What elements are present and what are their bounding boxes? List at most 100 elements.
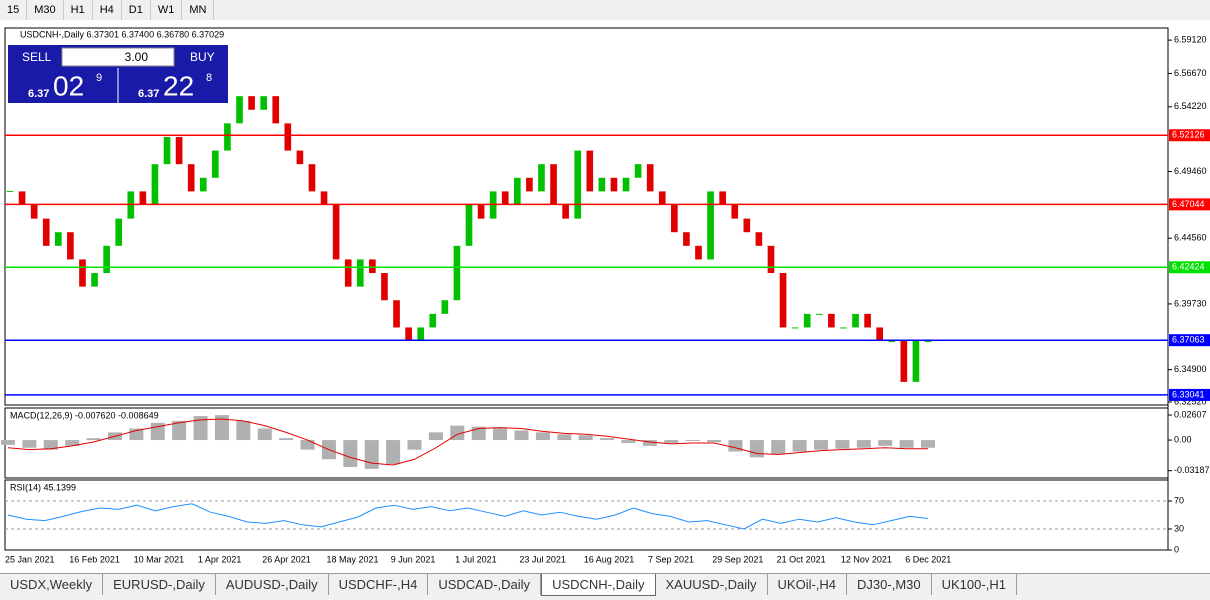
candle xyxy=(900,341,908,382)
level-label-box xyxy=(1169,334,1210,347)
candle xyxy=(501,191,509,206)
candle xyxy=(912,341,920,382)
chart-tab[interactable]: USDCHF-,H4 xyxy=(329,574,429,595)
candle xyxy=(417,327,425,342)
chart-tab[interactable]: UKOil-,H4 xyxy=(768,574,848,595)
candle xyxy=(54,232,62,246)
x-tick-label: 25 Jan 2021 xyxy=(5,554,55,564)
x-tick-label: 26 Apr 2021 xyxy=(262,554,311,564)
macd-bar xyxy=(514,430,529,441)
candle xyxy=(598,177,606,192)
candle xyxy=(695,245,702,260)
macd-bar xyxy=(65,440,80,446)
price-big: 02 xyxy=(53,70,84,101)
candle xyxy=(888,341,896,343)
candle xyxy=(441,300,449,314)
macd-bar xyxy=(707,440,722,442)
chart-tab[interactable]: EURUSD-,Daily xyxy=(103,574,216,595)
macd-bar xyxy=(129,428,144,441)
level-label: 6.37063 xyxy=(1172,335,1205,345)
candle xyxy=(477,205,485,219)
timeframe-button[interactable]: W1 xyxy=(151,0,183,20)
macd-bar xyxy=(300,440,315,450)
sell-button[interactable]: SELL xyxy=(22,50,52,64)
macd-bar xyxy=(343,440,358,467)
rsi-label: RSI(14) 45.1399 xyxy=(10,482,76,492)
macd-bar xyxy=(856,440,871,448)
candle xyxy=(465,205,473,246)
candle xyxy=(139,191,147,206)
candle xyxy=(405,327,412,342)
candle xyxy=(248,96,255,110)
candle xyxy=(755,232,763,246)
y-tick-label: 70 xyxy=(1174,495,1184,505)
macd-bar xyxy=(428,432,443,441)
macd-bar xyxy=(835,440,850,449)
candle xyxy=(30,205,38,219)
chart-tab[interactable]: DJ30-,M30 xyxy=(847,574,932,595)
candle xyxy=(767,245,775,274)
candle xyxy=(429,313,437,328)
macd-bar xyxy=(1,440,15,445)
timeframe-button[interactable]: MN xyxy=(182,0,215,20)
macd-bar xyxy=(364,440,379,469)
timeframe-button[interactable]: H1 xyxy=(64,0,93,20)
candle xyxy=(683,232,690,246)
candle xyxy=(852,313,859,328)
x-tick-label: 1 Jul 2021 xyxy=(455,554,497,564)
level-label-box xyxy=(1169,388,1210,401)
timeframe-button[interactable]: H4 xyxy=(93,0,122,20)
candle xyxy=(574,150,582,219)
y-tick-label: 6.56670 xyxy=(1174,68,1207,78)
candle xyxy=(610,177,618,192)
candle xyxy=(622,177,630,192)
macd-bar xyxy=(728,440,743,452)
candle xyxy=(236,96,243,124)
level-label: 6.33041 xyxy=(1172,389,1205,399)
timeframe-toolbar: 15 M30 H1 H4 D1 W1 MN xyxy=(0,0,215,20)
macd-bar xyxy=(193,416,208,441)
macd-bar xyxy=(921,440,935,448)
candle xyxy=(562,205,569,219)
chart-tab[interactable]: XAUUSD-,Daily xyxy=(656,574,768,595)
candle xyxy=(731,205,739,219)
candle xyxy=(344,259,352,287)
chart-tab[interactable]: AUDUSD-,Daily xyxy=(216,574,329,595)
timeframe-button[interactable]: 15 xyxy=(0,0,28,20)
x-tick-label: 16 Aug 2021 xyxy=(584,554,635,564)
macd-bar xyxy=(749,440,764,458)
price-big: 22 xyxy=(163,70,194,101)
y-tick-label: 6.59120 xyxy=(1174,34,1207,44)
chart-tabs: USDX,Weekly EURUSD-,Daily AUDUSD-,Daily USD… xyxy=(0,573,1210,596)
candle xyxy=(743,218,751,233)
y-tick-label: 6.39730 xyxy=(1174,298,1207,308)
candle xyxy=(284,123,292,151)
candle xyxy=(586,150,594,192)
candle xyxy=(332,205,340,260)
candle xyxy=(103,245,110,274)
x-tick-label: 7 Sep 2021 xyxy=(648,554,694,564)
trade-panel: SELL BUY 3.00 6.37 02 9 6.37 22 8 xyxy=(8,45,228,103)
candle xyxy=(212,150,219,178)
macd-bar xyxy=(771,440,786,455)
timeframe-button[interactable]: D1 xyxy=(122,0,151,20)
macd-bar xyxy=(86,438,101,441)
buy-button[interactable]: BUY xyxy=(190,50,215,64)
candle xyxy=(356,259,364,287)
chart-tab[interactable]: USDCAD-,Daily xyxy=(428,574,542,595)
timeframe-button[interactable]: M30 xyxy=(27,0,64,20)
x-tick-label: 9 Jun 2021 xyxy=(391,554,436,564)
y-tick-label: 6.54220 xyxy=(1174,101,1207,111)
macd-bar xyxy=(557,434,572,441)
x-tick-label: 6 Dec 2021 xyxy=(905,554,951,564)
level-label: 6.42424 xyxy=(1172,262,1205,272)
chart-tab[interactable]: USDCNH-,Daily xyxy=(541,574,656,596)
candle xyxy=(369,259,376,274)
macd-bar xyxy=(407,440,422,450)
chart-tab[interactable]: UK100-,H1 xyxy=(932,574,1017,595)
candle xyxy=(67,232,74,260)
candle xyxy=(840,327,847,329)
y-tick-label: 0 xyxy=(1174,544,1179,554)
chart-tab[interactable]: USDX,Weekly xyxy=(0,574,104,595)
